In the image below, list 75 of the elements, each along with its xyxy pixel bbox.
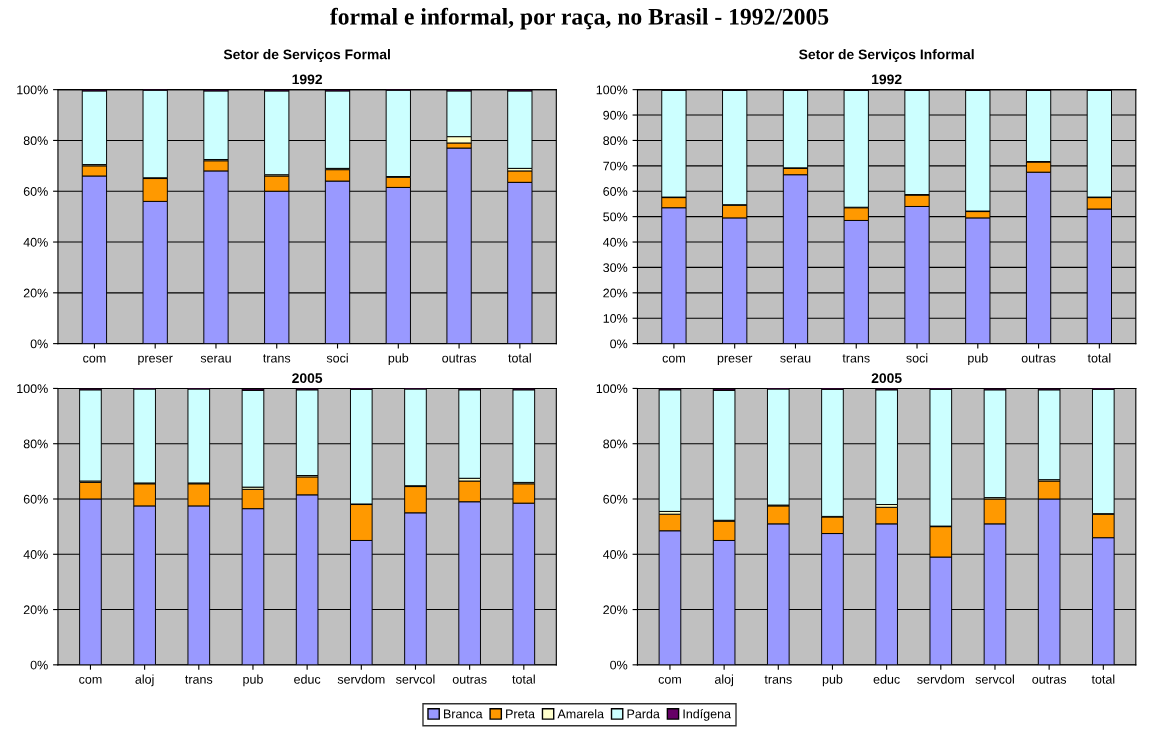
x-tick-label: total: [508, 353, 531, 363]
y-tick-label: 100%: [596, 384, 628, 394]
text: formal e informal, por raça, no Brasil - 1992/2005: [330, 7, 829, 30]
x-tick-label: soci: [906, 353, 928, 363]
y-tick-label: 60%: [23, 187, 48, 196]
x-tick-label: educ: [873, 674, 900, 684]
x-tick-label: serau: [200, 355, 231, 363]
x-tick-label: aloj: [714, 674, 734, 687]
y-tick-label: 40%: [603, 550, 628, 559]
y-tick-label: 60%: [603, 187, 628, 196]
x-tick-label: aloj: [135, 674, 154, 687]
legend-label: Parda: [627, 709, 660, 719]
x-tick-label: pub: [243, 674, 263, 687]
x-tick-label: servcol: [396, 674, 435, 684]
y-tick-label: 40%: [603, 237, 628, 247]
y-tick-label: 40%: [23, 550, 48, 559]
legend-label: Preta: [506, 709, 535, 719]
chart-title: Setor de Serviços Formal: [223, 49, 390, 63]
y-tick-label: 40%: [23, 237, 48, 247]
x-tick-label: pub: [388, 353, 409, 365]
y-tick-label: 20%: [23, 288, 48, 298]
x-tick-label: com: [658, 676, 681, 684]
x-tick-label: servdom: [917, 674, 964, 684]
x-tick-label: trans: [185, 675, 213, 684]
y-tick-label: 100%: [596, 85, 628, 95]
x-tick-label: pub: [822, 674, 843, 687]
chart-title: Setor de Serviços Informal: [799, 49, 974, 63]
x-tick-label: preser: [138, 355, 173, 365]
y-tick-label: 60%: [23, 494, 48, 504]
y-tick-label: 80%: [603, 136, 628, 146]
y-tick-label: 10%: [603, 314, 628, 323]
chart-title: 2005: [292, 373, 323, 384]
y-tick-label: 60%: [603, 494, 628, 504]
y-tick-label: 100%: [17, 85, 48, 95]
x-tick-label: preser: [717, 355, 753, 365]
chart-subtitle: 1992: [872, 74, 902, 85]
x-tick-label: servdom: [337, 674, 385, 684]
x-tick-label: com: [83, 355, 106, 363]
x-tick-label: total: [1087, 353, 1111, 363]
y-tick-label: 20%: [23, 605, 48, 615]
x-tick-label: trans: [764, 675, 792, 684]
y-tick-label: 70%: [603, 161, 628, 171]
x-tick-label: servcol: [975, 674, 1014, 684]
y-tick-label: 20%: [603, 605, 628, 615]
x-tick-label: com: [662, 355, 685, 363]
x-tick-label: outras: [442, 354, 476, 363]
y-tick-label: 20%: [603, 288, 628, 298]
y-tick-label: 0%: [610, 339, 628, 349]
y-tick-label: 80%: [603, 439, 628, 449]
chart-title: 2005: [871, 373, 902, 384]
x-tick-label: soci: [326, 353, 348, 363]
x-tick-label: com: [79, 676, 102, 684]
y-tick-label: 100%: [17, 384, 48, 394]
y-tick-label: 0%: [30, 660, 48, 670]
x-tick-label: total: [512, 674, 535, 684]
y-tick-label: 80%: [23, 136, 48, 146]
legend-label: Amarela: [557, 709, 605, 719]
x-tick-label: total: [1091, 674, 1115, 684]
x-tick-label: pub: [968, 353, 988, 365]
y-tick-label: 0%: [30, 339, 48, 349]
y-tick-label: 50%: [603, 212, 628, 222]
y-tick-label: 30%: [603, 263, 628, 273]
x-tick-label: outras: [1032, 675, 1067, 684]
legend-label: Branca: [444, 709, 483, 719]
x-tick-label: outras: [1021, 354, 1056, 363]
x-tick-label: trans: [842, 354, 870, 363]
y-tick-label: 80%: [23, 439, 48, 449]
y-tick-label: 90%: [603, 110, 628, 120]
x-tick-label: trans: [263, 354, 291, 363]
x-tick-label: educ: [294, 674, 321, 684]
legend-label: Indígena: [683, 709, 732, 721]
y-tick-label: 0%: [610, 660, 628, 670]
chart-subtitle: 1992: [292, 74, 323, 85]
x-tick-label: serau: [780, 355, 811, 363]
x-tick-label: outras: [452, 675, 487, 684]
